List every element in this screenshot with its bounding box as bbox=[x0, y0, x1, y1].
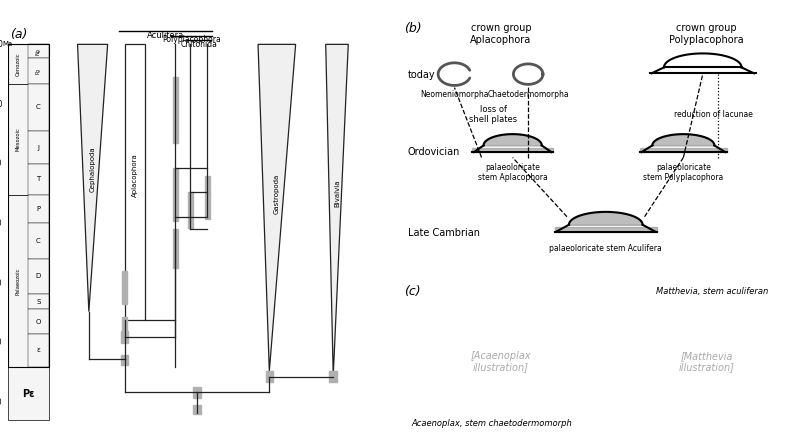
Polygon shape bbox=[554, 227, 657, 232]
Text: P: P bbox=[36, 206, 41, 212]
Text: T: T bbox=[36, 176, 41, 183]
Bar bbox=[193, 387, 201, 398]
Text: Ng: Ng bbox=[36, 48, 41, 55]
Text: Chitonida: Chitonida bbox=[180, 40, 218, 49]
Text: (b): (b) bbox=[404, 22, 422, 35]
Text: 200: 200 bbox=[0, 159, 2, 168]
Text: Polyplacophora: Polyplacophora bbox=[162, 35, 221, 45]
Text: Mesozoic: Mesozoic bbox=[15, 127, 20, 151]
Bar bbox=[122, 271, 127, 304]
Text: Ma: Ma bbox=[2, 41, 13, 47]
Text: Palaeozoic: Palaeozoic bbox=[15, 267, 20, 295]
Bar bbox=[27, 164, 50, 195]
Text: crown group
Aplacophora: crown group Aplacophora bbox=[470, 23, 532, 45]
Text: today: today bbox=[408, 71, 435, 80]
Text: 500: 500 bbox=[0, 338, 2, 347]
Bar bbox=[205, 176, 210, 219]
Text: palaeoloricate stem Aculifera: palaeoloricate stem Aculifera bbox=[550, 243, 662, 253]
Text: S: S bbox=[36, 299, 41, 305]
Bar bbox=[193, 405, 201, 414]
Bar bbox=[8, 45, 50, 367]
Bar bbox=[27, 334, 50, 367]
Text: C: C bbox=[36, 105, 41, 110]
Text: Pε: Pε bbox=[22, 389, 35, 399]
Text: Gastropoda: Gastropoda bbox=[274, 173, 280, 213]
Text: C: C bbox=[36, 238, 41, 244]
Bar bbox=[27, 45, 50, 58]
Text: Chaetodermomorpha: Chaetodermomorpha bbox=[487, 90, 569, 99]
Polygon shape bbox=[258, 45, 296, 371]
Text: (c): (c) bbox=[404, 285, 421, 299]
Text: ε: ε bbox=[37, 348, 40, 353]
Bar bbox=[27, 223, 50, 258]
Bar bbox=[27, 195, 50, 223]
Text: palaeoloricate
stem Aplacophora: palaeoloricate stem Aplacophora bbox=[478, 163, 547, 182]
Bar bbox=[8, 367, 50, 420]
Text: Cenozoic: Cenozoic bbox=[15, 52, 20, 76]
Text: Bivalvia: Bivalvia bbox=[334, 180, 340, 207]
Text: loss of
shell plates: loss of shell plates bbox=[469, 105, 518, 124]
Text: Acaenoplax, stem chaetodermomorph: Acaenoplax, stem chaetodermomorph bbox=[412, 419, 573, 428]
Bar bbox=[188, 192, 193, 228]
Polygon shape bbox=[125, 45, 146, 320]
Text: O: O bbox=[36, 318, 41, 325]
Text: (a): (a) bbox=[10, 28, 27, 41]
Bar bbox=[27, 84, 50, 131]
Polygon shape bbox=[326, 45, 348, 375]
Bar bbox=[27, 258, 50, 294]
Bar bbox=[121, 355, 128, 365]
Text: Matthevia, stem aculiferan: Matthevia, stem aculiferan bbox=[656, 287, 769, 296]
Bar bbox=[121, 331, 128, 343]
Text: 400: 400 bbox=[0, 279, 2, 288]
Bar bbox=[330, 371, 337, 382]
Bar bbox=[27, 309, 50, 334]
Text: [Matthevia
illustration]: [Matthevia illustration] bbox=[678, 351, 734, 372]
Text: Aplacophora: Aplacophora bbox=[132, 154, 138, 198]
Text: 300: 300 bbox=[0, 219, 2, 228]
Bar bbox=[173, 77, 178, 143]
Text: D: D bbox=[36, 273, 41, 280]
Bar bbox=[8, 45, 27, 84]
Bar bbox=[122, 317, 127, 334]
Text: palaeoloricate
stem Polyplacophora: palaeoloricate stem Polyplacophora bbox=[643, 163, 723, 182]
Text: Cephalopoda: Cephalopoda bbox=[90, 147, 96, 192]
Bar bbox=[8, 84, 27, 195]
Text: 100: 100 bbox=[0, 100, 2, 108]
Bar bbox=[27, 294, 50, 309]
Bar bbox=[27, 131, 50, 164]
Bar bbox=[173, 229, 178, 268]
Text: Pg: Pg bbox=[36, 68, 41, 74]
Text: [Acaenoplax
illustration]: [Acaenoplax illustration] bbox=[470, 351, 531, 372]
Text: Aculifera: Aculifera bbox=[147, 30, 185, 40]
Text: crown group
Polyplacophora: crown group Polyplacophora bbox=[670, 23, 744, 45]
Text: reduction of lacunae: reduction of lacunae bbox=[674, 110, 754, 119]
Text: 600: 600 bbox=[0, 398, 2, 407]
Text: 0: 0 bbox=[0, 40, 2, 49]
Polygon shape bbox=[78, 45, 108, 312]
Text: Neomeniomorpha: Neomeniomorpha bbox=[420, 90, 489, 99]
Polygon shape bbox=[472, 148, 554, 152]
Bar bbox=[173, 168, 178, 221]
Bar bbox=[8, 195, 27, 367]
Text: Ordovician: Ordovician bbox=[408, 147, 460, 157]
Polygon shape bbox=[639, 148, 727, 152]
Text: Late Cambrian: Late Cambrian bbox=[408, 228, 480, 238]
Text: J: J bbox=[38, 145, 39, 150]
Bar bbox=[27, 58, 50, 84]
Bar bbox=[266, 371, 273, 382]
